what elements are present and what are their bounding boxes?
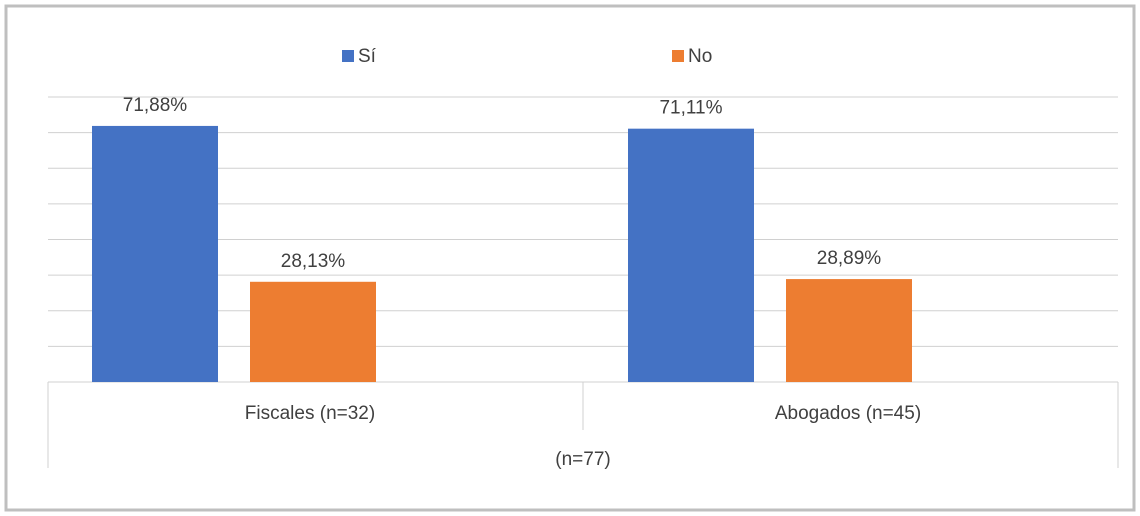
bar [250, 281, 376, 382]
x-axis-label: (n=77) [555, 449, 610, 470]
data-label: 28,13% [281, 251, 346, 272]
data-label: 28,89% [817, 248, 882, 269]
x-tick-label: Fiscales (n=32) [245, 403, 375, 424]
bar [628, 128, 754, 382]
legend-swatch [672, 50, 684, 62]
legend-label: No [688, 46, 712, 67]
data-label: 71,11% [659, 98, 722, 119]
legend-swatch [342, 50, 354, 62]
bar [92, 125, 218, 383]
data-label: 71,88% [123, 95, 188, 116]
x-tick-label: Abogados (n=45) [775, 403, 921, 424]
frame [4, 4, 1136, 512]
legend-label: Sí [358, 46, 377, 67]
bar [786, 279, 912, 382]
